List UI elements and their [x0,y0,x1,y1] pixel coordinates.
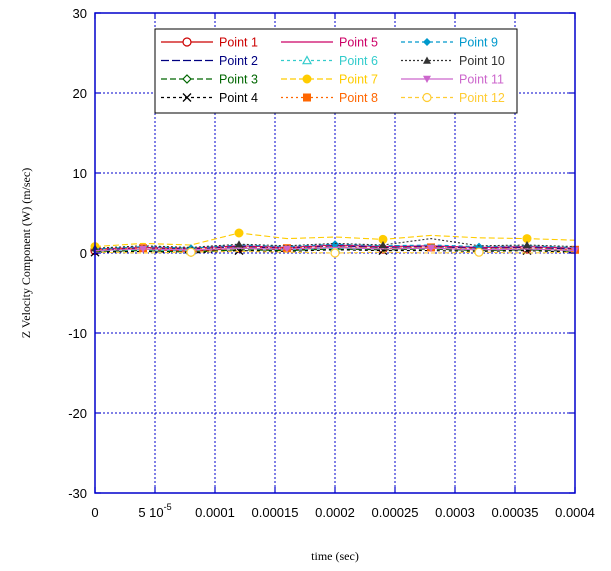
series-marker [139,245,147,253]
legend-label: Point 7 [339,73,378,87]
series-marker [474,247,484,257]
series-marker [234,228,244,238]
x-tick-label: 0.0003 [435,505,475,520]
legend-label: Point 8 [339,91,378,105]
legend-item: Point 6 [281,54,378,68]
series-7 [90,228,576,252]
legend-label: Point 12 [459,91,505,105]
series-line [94,238,576,249]
x-tick-exponent: -5 [164,502,172,512]
legend-item: Point 8 [281,91,378,105]
legend-item: Point 5 [281,36,378,50]
series-marker [283,245,291,253]
x-axis-label: time (sec) [311,549,359,563]
legend-label: Point 4 [219,91,258,105]
y-tick-label: -10 [68,326,87,341]
y-tick-label: 0 [80,246,87,261]
legend-label: Point 1 [219,36,258,50]
series-marker [423,38,431,46]
series-marker [423,56,431,64]
y-tick-label: 20 [73,86,87,101]
series-marker [186,247,196,257]
series-marker [303,93,311,102]
series-marker [423,75,431,83]
legend-label: Point 6 [339,54,378,68]
y-tick-label: -30 [68,486,87,501]
legend-item: Point 1 [161,36,258,50]
y-tick-label: -20 [68,406,87,421]
legend-item: Point 12 [401,91,505,105]
x-tick-label: 0.00035 [492,505,539,520]
legend-item: Point 7 [281,73,378,87]
legend-item: Point 2 [161,54,258,68]
legend-label: Point 5 [339,36,378,50]
legend-item: Point 9 [401,36,498,50]
series-marker [182,37,192,47]
legend-label: Point 10 [459,54,505,68]
series-12 [94,247,576,258]
series-marker [235,240,243,248]
y-tick-label: 10 [73,166,87,181]
series-marker [422,92,432,103]
y-axis-label: Z Velocity Component (W) (m/sec) [19,168,33,338]
legend-label: Point 9 [459,36,498,50]
x-tick-label: 0 [91,505,98,520]
legend-box [154,28,518,114]
y-tick-label: 30 [73,6,87,21]
series-marker [301,55,313,65]
x-tick-label: 0.0004 [555,505,595,520]
legend-label: Point 3 [219,73,258,87]
series-marker [523,241,531,249]
series-marker [182,74,192,84]
ticks: 30 20 10 0 -10 -20 -30 0 5 10-5 0.0001 0.00015 0.00… [68,6,595,520]
series-marker [331,240,339,249]
x-tick-label: 0.00015 [252,505,299,520]
x-tick-label: 5 10-5 [138,502,171,520]
series-line [94,246,576,252]
series-marker [182,93,192,102]
series-layer [90,228,579,258]
x-tick-label: 0.00025 [372,505,419,520]
legend-item: Point 10 [401,54,505,68]
series-marker [302,74,312,84]
legend-item: Point 3 [161,73,258,87]
x-tick-label: 0.0001 [195,505,235,520]
legend-label: Point 2 [219,54,258,68]
legend: Point 1 Point 2 Point 3 Point 4 Point 5 Point… [154,28,518,114]
legend-label: Point 11 [459,73,504,87]
series-marker [427,245,435,253]
legend-item: Point 11 [401,73,504,87]
x-tick-label: 0.0002 [315,505,355,520]
series-line [94,248,576,253]
series-marker [379,241,387,249]
series-marker [330,248,340,258]
legend-item: Point 4 [161,91,258,105]
